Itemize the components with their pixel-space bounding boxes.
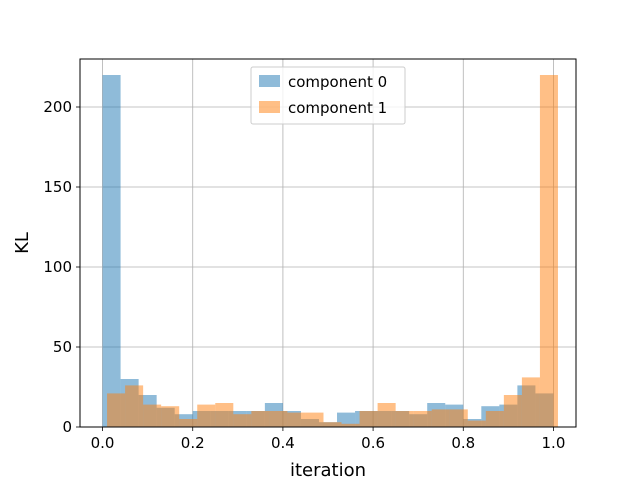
bar-component-1 xyxy=(341,423,360,427)
bar-component-1 xyxy=(233,414,252,427)
axis-ticks: 0.0 0.2 0.4 0.6 0.8 1.0 0 50 100 150 200 xyxy=(43,98,565,452)
bar-component-1 xyxy=(143,404,162,427)
x-tick-label: 0.2 xyxy=(181,434,205,452)
bar-component-1 xyxy=(359,411,378,427)
legend-label-component-0: component 0 xyxy=(288,73,387,91)
series-component-1 xyxy=(107,75,558,427)
y-tick-label: 200 xyxy=(43,98,72,116)
x-tick-label: 0.0 xyxy=(91,434,115,452)
x-tick-label: 0.6 xyxy=(361,434,385,452)
y-tick-label: 150 xyxy=(43,178,72,196)
bar-component-1 xyxy=(305,412,324,427)
bar-component-1 xyxy=(503,395,522,427)
bar-component-1 xyxy=(377,403,396,427)
bar-component-1 xyxy=(323,422,342,427)
plot-frame xyxy=(79,58,577,428)
legend: component 0 component 1 xyxy=(250,66,406,125)
bar-component-1 xyxy=(413,411,432,427)
bar-component-1 xyxy=(215,403,234,427)
bar-component-1 xyxy=(197,404,216,427)
bar-component-1 xyxy=(521,377,540,427)
legend-label-component-1: component 1 xyxy=(288,99,387,117)
bar-component-0 xyxy=(102,75,121,427)
bar-component-1 xyxy=(485,411,504,427)
bar-component-1 xyxy=(395,411,414,427)
y-tick-label: 100 xyxy=(43,258,72,276)
bar-component-1 xyxy=(179,419,198,427)
x-tick-label: 1.0 xyxy=(542,434,566,452)
bar-component-1 xyxy=(467,420,486,427)
bar-component-1 xyxy=(107,393,126,427)
bar-component-1 xyxy=(269,411,288,427)
y-tick-label: 0 xyxy=(62,418,72,436)
x-tick-label: 0.8 xyxy=(451,434,475,452)
bar-component-1 xyxy=(539,75,558,427)
bar-component-1 xyxy=(287,412,306,427)
bar-component-1 xyxy=(161,406,180,427)
bar-component-1 xyxy=(431,409,450,427)
bar-component-1 xyxy=(125,385,144,427)
x-tick-label: 0.4 xyxy=(271,434,295,452)
y-tick-label: 50 xyxy=(53,338,72,356)
legend-swatch-component-1 xyxy=(259,101,280,113)
legend-box xyxy=(250,66,406,125)
x-axis-label: iteration xyxy=(290,460,366,480)
legend-swatch-component-0 xyxy=(259,75,280,87)
y-axis-label: KL xyxy=(12,232,33,254)
bar-component-1 xyxy=(449,409,468,427)
bar-component-1 xyxy=(251,411,270,427)
